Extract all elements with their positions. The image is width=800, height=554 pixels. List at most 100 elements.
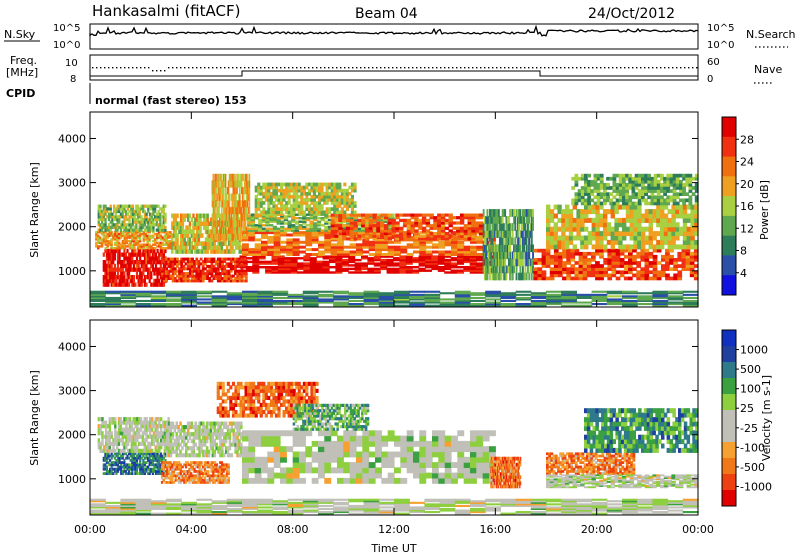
heatmap-cell [243, 180, 246, 188]
heatmap-cell [451, 245, 458, 249]
heatmap-cell [419, 245, 427, 249]
heatmap-cell [195, 279, 199, 283]
heatmap-cell [568, 209, 574, 215]
heatmap-cell [229, 249, 232, 254]
heatmap-cell [167, 231, 170, 234]
heatmap-cell [303, 267, 311, 271]
heatmap-cell [672, 189, 677, 193]
nave-dot [444, 67, 446, 69]
heatmap-cell [343, 188, 347, 193]
heatmap-cell [259, 198, 263, 202]
heatmap-cell [487, 258, 490, 267]
heatmap-cell [591, 244, 596, 250]
heatmap-cell [148, 215, 152, 219]
heatmap-cell [340, 201, 344, 205]
heatmap-cell [590, 192, 595, 196]
heatmap-cell [265, 227, 270, 230]
heatmap-cell [516, 244, 519, 253]
heatmap-cell [247, 220, 252, 223]
heatmap-cell [591, 209, 596, 215]
heatmap-cell [227, 269, 231, 273]
heatmap-cell [223, 213, 226, 221]
heatmap-cell [302, 218, 307, 222]
heatmap-cell [110, 234, 113, 237]
heatmap-cell [290, 257, 298, 260]
heatmap-cell [121, 225, 124, 229]
heatmap-cell [135, 217, 138, 222]
heatmap-cell [527, 230, 529, 238]
heatmap-cell [497, 272, 500, 281]
heatmap-cell [150, 217, 153, 222]
heatmap-cell [102, 207, 105, 211]
heatmap-cell [485, 244, 488, 253]
heatmap-cell [99, 209, 102, 214]
heatmap-cell [125, 223, 128, 227]
heatmap-cell [212, 226, 215, 234]
heatmap-cell [113, 207, 116, 211]
heatmap-cell [599, 222, 604, 228]
heatmap-cell [183, 233, 186, 238]
heatmap-cell [488, 255, 496, 258]
heatmap-cell [128, 228, 131, 232]
heatmap-cell [644, 258, 650, 262]
heatmap-cell [290, 207, 294, 211]
heatmap-cell [169, 274, 173, 278]
heatmap-cell [456, 226, 461, 230]
nave-dot [572, 67, 574, 69]
heatmap-cell [145, 212, 148, 216]
heatmap-cell [653, 201, 658, 206]
heatmap-cell [221, 180, 223, 188]
heatmap-cell [672, 192, 677, 196]
heatmap-cell [172, 241, 176, 246]
heatmap-cell [273, 231, 281, 235]
heatmap-cell [242, 206, 245, 215]
heatmap-cell [675, 173, 680, 178]
heatmap-cell [618, 244, 623, 250]
heatmap-cell [330, 216, 336, 220]
heatmap-cell [577, 189, 582, 193]
heatmap-cell [221, 279, 224, 283]
heatmap-cell [342, 227, 347, 230]
heatmap-cell [186, 274, 190, 278]
heatmap-cell [161, 241, 165, 245]
heatmap-cell [167, 262, 171, 266]
heatmap-cell [238, 217, 241, 222]
heatmap-cell [693, 254, 699, 259]
heatmap-cell [101, 225, 104, 229]
nave-dot [116, 67, 118, 69]
heatmap-cell [231, 241, 234, 246]
heatmap-cell [128, 256, 131, 261]
heatmap-cell [334, 229, 339, 233]
heatmap-cell [146, 234, 149, 237]
heatmap-cell [457, 253, 465, 256]
heatmap-cell [140, 252, 143, 257]
heatmap-cell [341, 255, 349, 258]
heatmap-cell [154, 263, 158, 269]
nave-dot [556, 67, 558, 69]
heatmap-cell [500, 251, 503, 260]
heatmap-cell [247, 180, 250, 188]
heatmap-cell [120, 267, 123, 272]
heatmap-cell [110, 260, 113, 265]
heatmap-cell [553, 244, 558, 250]
heatmap-cell [226, 229, 229, 234]
heatmap-cell [133, 212, 136, 216]
heatmap-cell [612, 195, 617, 200]
heatmap-cell [633, 213, 638, 219]
heatmap-cell [218, 180, 220, 188]
heatmap-cell [143, 217, 147, 222]
heatmap-cell [221, 187, 223, 195]
heatmap-cell [167, 232, 170, 236]
heatmap-cell [414, 224, 419, 228]
heatmap-cell [587, 217, 593, 223]
heatmap-cell [504, 258, 507, 267]
heatmap-cell [438, 250, 446, 254]
heatmap-cell [607, 276, 613, 281]
heatmap-cell [519, 230, 522, 238]
heatmap-cell [171, 272, 175, 276]
heatmap-cell [291, 217, 296, 220]
heatmap-cell [596, 189, 601, 193]
heatmap-cell [157, 223, 160, 227]
heatmap-cell [656, 222, 661, 228]
heatmap-cell [685, 176, 690, 181]
